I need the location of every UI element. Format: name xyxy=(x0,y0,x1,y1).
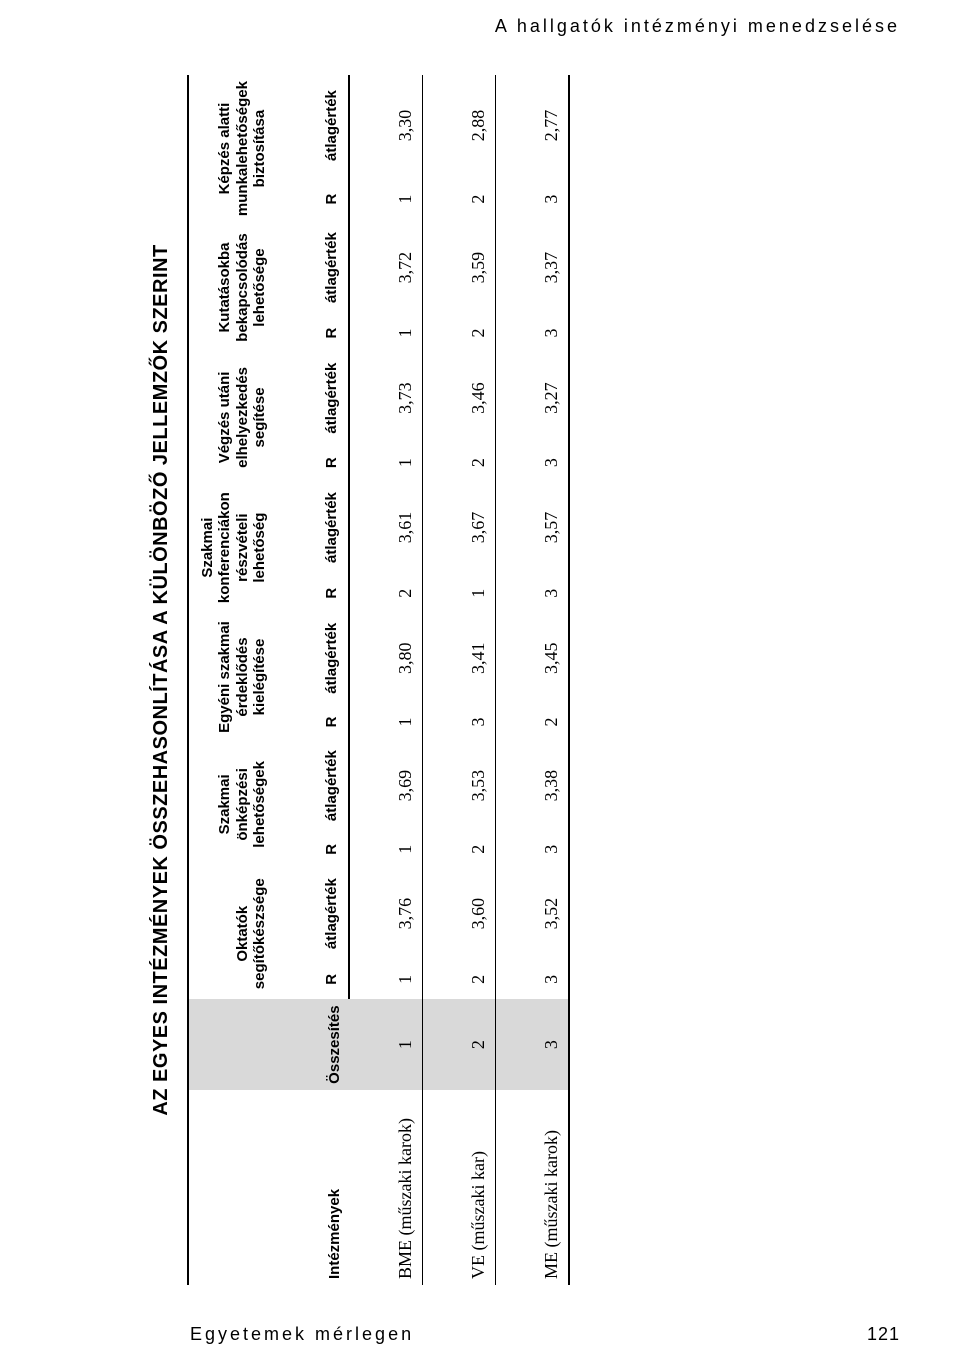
criteria-header-2: Egyéni szakmai érdeklődés kielégítése xyxy=(188,613,274,740)
cell-r: 1 xyxy=(423,573,496,613)
cell-v: 3,45 xyxy=(496,613,570,703)
criteria-header-4: Végzés utáni elhelyezkedés segítése xyxy=(188,353,274,482)
running-head: A hallgatók intézményi menedzselése xyxy=(495,16,900,37)
table-row: BME (műszaki karok) 1 1 3,76 1 3,69 1 3,… xyxy=(349,75,423,1285)
row-summary: 2 xyxy=(423,999,496,1089)
table-row: VE (műszaki kar) 2 2 3,60 2 3,53 3 3,41 … xyxy=(423,75,496,1285)
cell-v: 3,80 xyxy=(349,613,423,703)
cell-v: 2,77 xyxy=(496,75,570,176)
cell-r: 2 xyxy=(423,959,496,999)
cell-v: 3,30 xyxy=(349,75,423,176)
cell-r: 2 xyxy=(423,831,496,869)
criteria-header-3: Szakmai konferenciákon részvételi lehető… xyxy=(188,482,274,613)
cell-v: 3,73 xyxy=(349,353,423,443)
criteria-header-6: Képzés alatti munkalehetőségek biztosítá… xyxy=(188,75,274,222)
cell-v: 3,52 xyxy=(496,868,570,959)
rotated-table-wrapper: AZ EGYES INTÉZMÉNYEK ÖSSZEHASONLÍTÁSA A … xyxy=(150,75,570,1285)
col-summary-header: Összesítés xyxy=(188,999,349,1089)
table-head-row-1: Intézmények Összesítés Oktatók segítőkés… xyxy=(188,75,274,1285)
cell-r: 3 xyxy=(496,443,570,482)
cell-r: 3 xyxy=(496,959,570,999)
cell-r: 2 xyxy=(423,313,496,353)
cell-r: 1 xyxy=(349,831,423,869)
cell-r: 1 xyxy=(349,443,423,482)
cell-r: 1 xyxy=(349,703,423,741)
cell-v: 3,59 xyxy=(423,222,496,313)
row-summary: 1 xyxy=(349,999,423,1089)
sub-R-4: R xyxy=(274,443,349,482)
table-head: Intézmények Összesítés Oktatók segítőkés… xyxy=(188,75,349,1285)
table-title: AZ EGYES INTÉZMÉNYEK ÖSSZEHASONLÍTÁSA A … xyxy=(150,75,173,1285)
cell-r: 2 xyxy=(423,176,496,222)
sub-R-1: R xyxy=(274,831,349,869)
cell-r: 1 xyxy=(349,176,423,222)
sub-val-0: átlagérték xyxy=(274,868,349,959)
sub-R-5: R xyxy=(274,313,349,353)
row-label: ME (műszaki karok) xyxy=(496,1090,570,1285)
row-label: BME (műszaki karok) xyxy=(349,1090,423,1285)
criteria-header-5: Kutatásokba bekapcsolódás lehetősége xyxy=(188,222,274,353)
row-label: VE (műszaki kar) xyxy=(423,1090,496,1285)
cell-v: 3,69 xyxy=(349,741,423,831)
cell-r: 3 xyxy=(496,573,570,613)
row-summary: 3 xyxy=(496,999,570,1089)
sub-R-0: R xyxy=(274,959,349,999)
sub-val-1: átlagérték xyxy=(274,741,349,831)
cell-v: 3,38 xyxy=(496,741,570,831)
cell-v: 3,37 xyxy=(496,222,570,313)
cell-v: 2,88 xyxy=(423,75,496,176)
cell-v: 3,41 xyxy=(423,613,496,703)
sub-R-6: R xyxy=(274,176,349,222)
table-row: ME (műszaki karok) 3 3 3,52 3 3,38 2 3,4… xyxy=(496,75,570,1285)
sub-val-2: átlagérték xyxy=(274,613,349,703)
sub-R-3: R xyxy=(274,573,349,613)
page: A hallgatók intézményi menedzselése AZ E… xyxy=(0,0,960,1361)
cell-v: 3,27 xyxy=(496,353,570,443)
cell-v: 3,57 xyxy=(496,482,570,573)
page-number: 121 xyxy=(867,1324,900,1345)
table-body: BME (műszaki karok) 1 1 3,76 1 3,69 1 3,… xyxy=(349,75,569,1285)
criteria-header-1: Szakmai önképzési lehetőségek xyxy=(188,741,274,868)
comparison-table-block: AZ EGYES INTÉZMÉNYEK ÖSSZEHASONLÍTÁSA A … xyxy=(150,75,570,1285)
col-institution-header: Intézmények xyxy=(188,1090,349,1285)
sub-val-6: átlagérték xyxy=(274,75,349,176)
page-footer: Egyetemek mérlegen 121 xyxy=(190,1324,900,1345)
cell-v: 3,46 xyxy=(423,353,496,443)
cell-r: 3 xyxy=(496,831,570,869)
criteria-header-0: Oktatók segítőkészsége xyxy=(188,868,274,999)
cell-r: 3 xyxy=(423,703,496,741)
cell-r: 3 xyxy=(496,176,570,222)
comparison-table: Intézmények Összesítés Oktatók segítőkés… xyxy=(187,75,570,1285)
sub-val-3: átlagérték xyxy=(274,482,349,573)
cell-v: 3,53 xyxy=(423,741,496,831)
cell-r: 2 xyxy=(349,573,423,613)
footer-left: Egyetemek mérlegen xyxy=(190,1324,414,1345)
sub-R-2: R xyxy=(274,703,349,741)
sub-val-5: átlagérték xyxy=(274,222,349,313)
cell-v: 3,61 xyxy=(349,482,423,573)
cell-v: 3,60 xyxy=(423,868,496,959)
cell-v: 3,67 xyxy=(423,482,496,573)
cell-r: 2 xyxy=(423,443,496,482)
cell-r: 2 xyxy=(496,703,570,741)
cell-r: 3 xyxy=(496,313,570,353)
cell-r: 1 xyxy=(349,959,423,999)
sub-val-4: átlagérték xyxy=(274,353,349,443)
cell-v: 3,72 xyxy=(349,222,423,313)
cell-r: 1 xyxy=(349,313,423,353)
cell-v: 3,76 xyxy=(349,868,423,959)
